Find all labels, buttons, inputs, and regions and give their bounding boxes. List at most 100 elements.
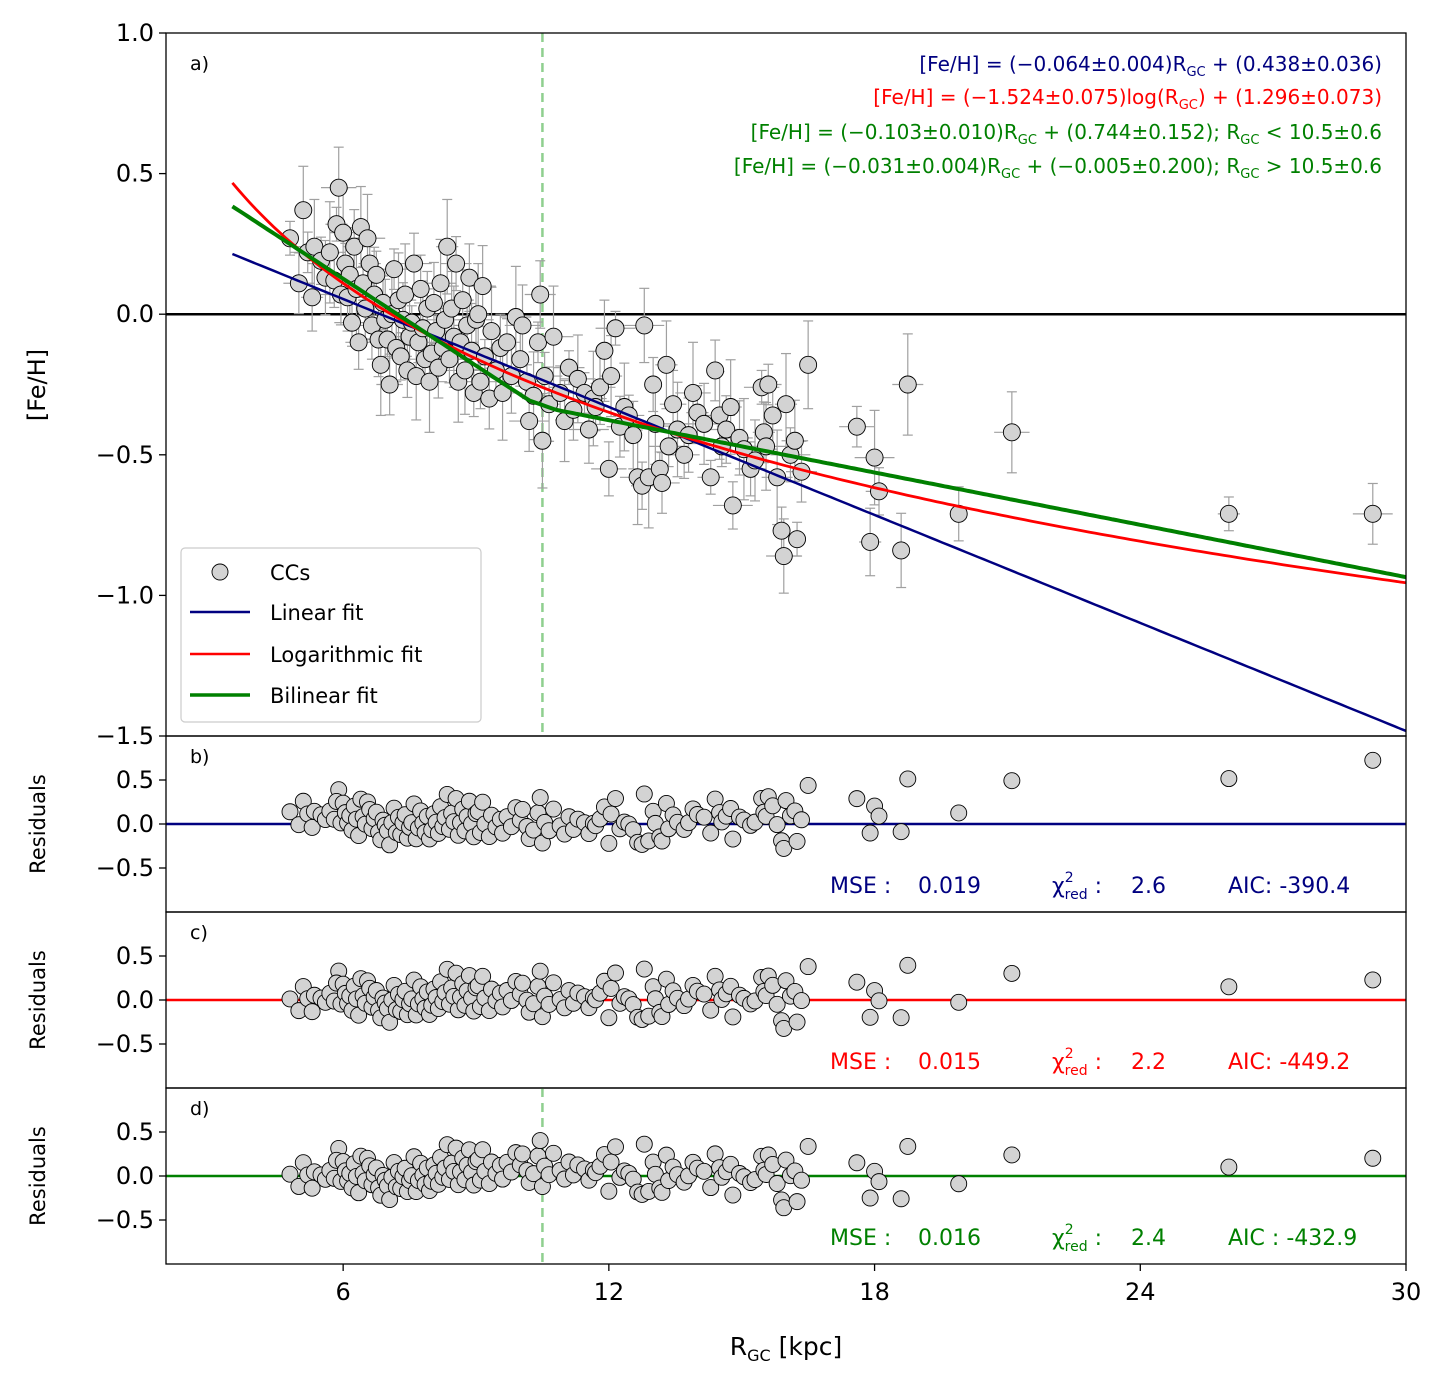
- legend-box: [180, 547, 482, 723]
- data-point: [531, 285, 550, 304]
- residual-point: [1003, 772, 1021, 790]
- x-tick-label: 30: [1391, 1278, 1422, 1306]
- data-point: [345, 237, 364, 256]
- data-point: [303, 288, 322, 307]
- equation-bilinear-inner-pre: [Fe/H] = (−0.103±0.010)R: [751, 120, 1018, 144]
- residual-y-tick-label: 0.5: [116, 766, 154, 794]
- y-tick-label: 0.0: [116, 300, 154, 328]
- data-point: [329, 178, 348, 197]
- legend-label-linear: Linear fit: [270, 601, 363, 625]
- residual-point: [793, 1171, 810, 1189]
- legend-label-bilinear: Bilinear fit: [270, 684, 378, 708]
- data-point: [460, 268, 479, 287]
- panel-d-mse-value: 0.016: [918, 1226, 981, 1251]
- panel-d: 0.5 0.0 −0.5 d) Residuals MSE : 0.016 χ2 re…: [26, 1087, 1407, 1265]
- residual-y-tick-label: 0.0: [116, 810, 154, 838]
- data-point: [1002, 423, 1021, 442]
- data-point: [644, 375, 663, 394]
- equation-bilinear-outer-post2: > 10.5±0.6: [1259, 154, 1382, 178]
- data-point: [684, 383, 702, 402]
- data-point: [717, 420, 736, 439]
- residual-point: [702, 1001, 720, 1019]
- data-point: [602, 367, 621, 386]
- residual-point: [870, 807, 888, 825]
- data-point: [471, 372, 490, 391]
- panel-c-plot-area: [166, 956, 1406, 1037]
- panel-b-chi-value: 2.6: [1131, 874, 1166, 899]
- legend: CCs Linear fit Logarithmic fit Bilinear …: [180, 547, 482, 723]
- data-point: [763, 406, 782, 425]
- residual-point: [799, 777, 817, 794]
- equation-bilinear-inner-post: + (0.744±0.152); R: [1037, 120, 1240, 144]
- residual-point: [531, 962, 549, 980]
- data-point: [892, 541, 911, 560]
- panel-b-ylabel: Residuals: [26, 774, 50, 874]
- data-point: [544, 327, 563, 346]
- data-point: [579, 420, 598, 439]
- data-point: [529, 333, 547, 352]
- residual-point: [861, 1189, 879, 1207]
- panel-d-chi-value: 2.4: [1131, 1226, 1166, 1251]
- data-point: [498, 333, 516, 352]
- data-point: [334, 223, 353, 242]
- residual-point: [635, 960, 653, 978]
- data-point: [657, 355, 676, 374]
- residual-point: [514, 1145, 531, 1163]
- panel-b-chi-label: χ2 red :: [1052, 870, 1102, 903]
- residual-point: [474, 1141, 492, 1159]
- data-point: [706, 361, 725, 380]
- residual-point: [303, 1003, 321, 1021]
- x-axis-label: RGC [kpc]: [730, 1332, 843, 1365]
- legend-label-log: Logarithmic fit: [270, 643, 422, 667]
- residual-point: [724, 1008, 742, 1026]
- data-point: [635, 316, 654, 335]
- data-point: [721, 398, 740, 416]
- panel-c-chi-label: χ2 red :: [1052, 1046, 1102, 1079]
- data-point: [473, 277, 492, 296]
- data-point: [420, 372, 439, 391]
- residual-point: [775, 839, 793, 857]
- equation-log: [Fe/H] = (−1.524±0.075)log(RGC) + (1.296…: [873, 85, 1382, 113]
- residual-point: [607, 964, 624, 982]
- residual-point: [861, 1008, 879, 1026]
- residual-point: [724, 830, 742, 848]
- residual-point: [702, 1179, 720, 1197]
- data-point: [431, 274, 450, 293]
- residual-point: [303, 1179, 321, 1197]
- data-point: [320, 243, 339, 262]
- panel-b: 0.5 0.0 −0.5 b) Residuals MSE : 0.019 χ2 re…: [26, 735, 1407, 913]
- panel-c-aic: AIC: -449.2: [1228, 1050, 1350, 1075]
- equation-bilinear-outer-sub: GC: [1001, 167, 1020, 182]
- residual-point: [531, 1132, 549, 1150]
- residual-point: [281, 1165, 299, 1183]
- equation-bilinear-inner: [Fe/H] = (−0.103±0.010)RGC + (0.744±0.15…: [751, 120, 1382, 148]
- data-point: [396, 285, 415, 304]
- residual-point: [281, 803, 299, 821]
- data-point: [380, 375, 399, 394]
- data-point: [438, 237, 457, 256]
- residual-y-tick-label: 0.5: [116, 1118, 154, 1146]
- equation-bilinear-outer-sub2: GC: [1240, 167, 1259, 182]
- panel-c-ylabel: Residuals: [26, 950, 50, 1050]
- residual-point: [848, 790, 866, 808]
- y-tick-label: −1.0: [96, 581, 154, 609]
- residual-point: [1003, 964, 1021, 982]
- panel-c-y-ticks: 0.5 0.0 −0.5: [96, 942, 166, 1058]
- residual-point: [635, 1135, 653, 1153]
- data-point: [799, 355, 818, 374]
- data-point: [759, 375, 778, 394]
- panel-a: 1.0 0.5 0.0 −0.5 −1.0 −1.5 a) [Fe/H] [Fe/H] =…: [23, 19, 1407, 750]
- panel-c-mse-label: MSE :: [830, 1050, 891, 1075]
- data-point: [1219, 504, 1238, 523]
- data-point: [847, 417, 866, 436]
- panel-d-y-ticks: 0.5 0.0 −0.5: [96, 1118, 166, 1234]
- data-point: [861, 533, 880, 551]
- data-point: [865, 448, 884, 467]
- residual-point: [602, 1153, 620, 1171]
- residual-point: [1220, 770, 1238, 788]
- y-tick-label: 1.0: [116, 19, 154, 47]
- residual-point: [870, 1173, 888, 1191]
- panel-d-ylabel: Residuals: [26, 1126, 50, 1226]
- residual-point: [1364, 751, 1382, 769]
- residual-point: [724, 1186, 742, 1204]
